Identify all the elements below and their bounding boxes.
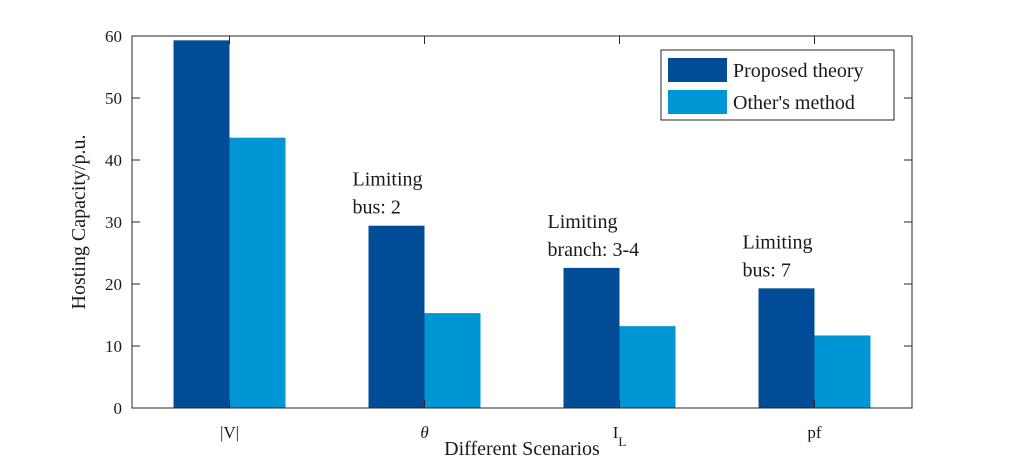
bars-layer [173,40,871,409]
y-tick-label: 0 [114,399,123,418]
bar-other-1 [424,313,481,408]
annotation-line: Limiting [743,231,813,253]
bar-other-3 [814,335,871,408]
bar-proposed-2 [563,267,620,408]
y-tick-label: 60 [105,27,122,46]
annotation-line: bus: 2 [353,197,401,219]
x-axis-label: Different Scenarios [444,438,600,459]
y-axis-label: Hosting Capacity/p.u. [68,135,90,310]
annotation-line: branch: 3-4 [548,239,640,261]
legend: Proposed theory Other's method [660,49,895,121]
annotation-line: Limiting [548,211,618,233]
x-tick-label: pf [807,423,822,442]
annotation-line: bus: 7 [743,259,791,281]
bar-other-0 [229,137,286,408]
y-axis: 0 10 20 30 40 50 60 [105,27,912,418]
y-tick-label: 50 [105,89,122,108]
legend-swatch [668,58,727,82]
y-tick-label: 20 [105,275,122,294]
y-tick-label: 40 [105,151,122,170]
x-tick-label: θ [420,423,428,442]
bar-proposed-0 [173,40,230,409]
y-tick-label: 10 [105,337,122,356]
legend-label: Proposed theory [733,60,864,82]
x-tick-label: IL [613,423,627,449]
x-tick-label: |V| [220,423,239,442]
y-tick-label: 30 [105,213,122,232]
annotation-line: Limiting [353,169,423,191]
legend-label: Other's method [733,92,855,114]
x-axis: |V| θ IL pf [220,36,822,449]
bar-other-2 [619,326,676,408]
bar-proposed-1 [368,225,425,408]
bar-proposed-3 [758,288,815,408]
annotations: Limiting bus: 2 Limiting branch: 3-4 Limitin… [353,169,813,282]
legend-swatch [668,90,727,114]
